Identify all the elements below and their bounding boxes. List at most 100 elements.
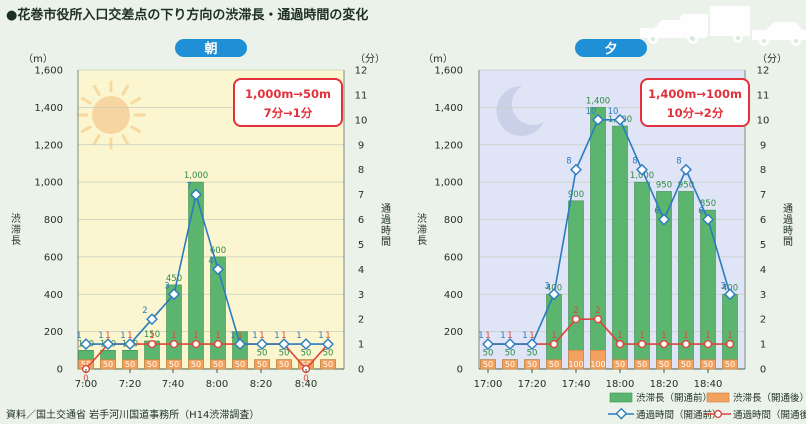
line-after-data-label: 1 bbox=[507, 331, 512, 341]
callout-line-time: 7分→1分 bbox=[264, 106, 313, 120]
line-after-data-label: 1 bbox=[529, 331, 534, 341]
marker-before bbox=[168, 288, 180, 301]
x-tick-label: 17:00 bbox=[474, 379, 503, 390]
y-left-unit: （m） bbox=[23, 53, 53, 65]
bar-after-data-label: 50 bbox=[483, 360, 493, 369]
y-right-tick-label: 12 bbox=[355, 66, 368, 77]
line-before-data-label: 1 bbox=[120, 331, 125, 341]
bar-after bbox=[100, 359, 116, 370]
bar-after-data-label: 50 bbox=[125, 360, 135, 369]
y-right-tick-label: 5 bbox=[760, 240, 766, 251]
marker-after bbox=[725, 339, 735, 349]
callout-line-time: 10分→2分 bbox=[667, 106, 724, 120]
bar-after-data-label: 50 bbox=[103, 360, 113, 369]
marker-before bbox=[278, 338, 290, 351]
marker-after bbox=[637, 339, 647, 349]
line-before-data-label: 10 bbox=[608, 107, 619, 117]
figure-title: ●花巻市役所入口交差点の下り方向の渋滞長・通過時間の変化 bbox=[6, 8, 369, 23]
bar-after bbox=[320, 359, 336, 370]
x-tick-label: 17:20 bbox=[518, 379, 547, 390]
sun-ray bbox=[130, 125, 142, 133]
line-after-data-label: 1 bbox=[727, 331, 732, 341]
y-right-tick-label: 2 bbox=[760, 315, 766, 326]
line-after-data-label: 1 bbox=[639, 331, 644, 341]
bar-after bbox=[590, 350, 606, 370]
bar-after-data-label: 50 bbox=[279, 360, 289, 369]
line-before-data-label: 1 bbox=[318, 331, 323, 341]
bar-after bbox=[276, 359, 292, 370]
legend-label-line-after: 通過時間（開通後） bbox=[733, 409, 806, 421]
marker-before bbox=[300, 338, 312, 351]
source-note: 資料／国土交通省 岩手河川国道事務所（H14渋滞調査） bbox=[6, 410, 260, 421]
bar-before-data-label: 450 bbox=[166, 274, 182, 284]
y-right-tick-label: 0 bbox=[358, 365, 364, 376]
bar-before-data-label: 50 bbox=[257, 349, 268, 359]
y-left-unit: （m） bbox=[423, 53, 453, 65]
marker-before bbox=[680, 163, 692, 176]
bar-after-data-label: 50 bbox=[527, 360, 537, 369]
bar-after bbox=[254, 359, 270, 370]
marker-after bbox=[659, 339, 669, 349]
bar-after-data-label: 50 bbox=[213, 360, 223, 369]
marker-before bbox=[124, 338, 136, 351]
bar-after-data-label: 50 bbox=[169, 360, 179, 369]
x-tick-label: 18:40 bbox=[694, 379, 723, 390]
marker-before bbox=[80, 338, 92, 351]
x-tick-label: 17:40 bbox=[562, 379, 591, 390]
marker-before bbox=[256, 338, 268, 351]
bar-before-data-label: 950 bbox=[678, 180, 694, 190]
line-after-data-label: 1 bbox=[683, 331, 688, 341]
line-before-data-label: 1 bbox=[230, 331, 235, 341]
y-left-tick-label: 1,600 bbox=[34, 66, 63, 77]
bar-after-data-label: 50 bbox=[549, 360, 559, 369]
y-right-tick-label: 6 bbox=[358, 215, 364, 226]
x-tick-label: 8:20 bbox=[250, 379, 272, 390]
bar-before-data-label: 400 bbox=[546, 283, 562, 293]
marker-before bbox=[702, 213, 714, 226]
line-before-data-label: 4 bbox=[208, 256, 213, 266]
x-tick-label: 8:00 bbox=[206, 379, 228, 390]
y-right-tick-label: 12 bbox=[757, 66, 770, 77]
line-before-data-label: 1 bbox=[252, 331, 257, 341]
marker-after bbox=[681, 339, 691, 349]
period-badge-label: 朝 bbox=[204, 41, 217, 57]
callout-box bbox=[640, 78, 750, 127]
bar-after-data-label: 50 bbox=[681, 360, 691, 369]
y-left-tick-label: 600 bbox=[444, 252, 463, 263]
marker-before bbox=[212, 263, 224, 276]
legend-label-bar-after: 渋滞長（開通後） bbox=[733, 392, 806, 404]
line-before-data-label: 1 bbox=[522, 331, 527, 341]
line-after-data-label: 1 bbox=[237, 331, 242, 341]
line-before-data-label: 8 bbox=[676, 157, 681, 167]
bar-before-data-label: 1,000 bbox=[630, 171, 654, 181]
y-right-tick-label: 10 bbox=[355, 115, 368, 126]
bar-after-data-label: 50 bbox=[81, 360, 91, 369]
marker-after bbox=[703, 339, 713, 349]
bar-after-data-label: 50 bbox=[235, 360, 245, 369]
bar-after bbox=[722, 359, 738, 370]
sun-ray bbox=[121, 134, 129, 146]
y-left-tick-label: 800 bbox=[44, 215, 63, 226]
marker-before bbox=[146, 313, 158, 326]
y-right-tick-label: 7 bbox=[358, 190, 364, 201]
line-before-data-label: 6 bbox=[654, 207, 659, 217]
marker-before bbox=[658, 213, 670, 226]
marker-before bbox=[234, 338, 246, 351]
sun-ray bbox=[80, 97, 92, 105]
line-before-data-label: 3 bbox=[164, 281, 169, 291]
legend-swatch-bar-after bbox=[706, 392, 730, 403]
line-before-data-label: 6 bbox=[698, 207, 703, 217]
line-after-data-label: 1 bbox=[105, 331, 110, 341]
bar-before-data-label: 600 bbox=[210, 246, 226, 256]
y-right-tick-label: 5 bbox=[358, 240, 364, 251]
bar-before-data-label: 50 bbox=[279, 349, 290, 359]
line-before-data-label: 3 bbox=[544, 281, 549, 291]
sun-ray bbox=[121, 84, 129, 96]
marker-before bbox=[592, 113, 604, 126]
marker-before bbox=[322, 338, 334, 351]
y-right-tick-label: 4 bbox=[358, 265, 364, 276]
y-left-tick-label: 400 bbox=[444, 290, 463, 301]
marker-after bbox=[191, 339, 201, 349]
line-before-data-label: 1 bbox=[274, 331, 279, 341]
x-tick-label: 8:40 bbox=[295, 379, 317, 390]
